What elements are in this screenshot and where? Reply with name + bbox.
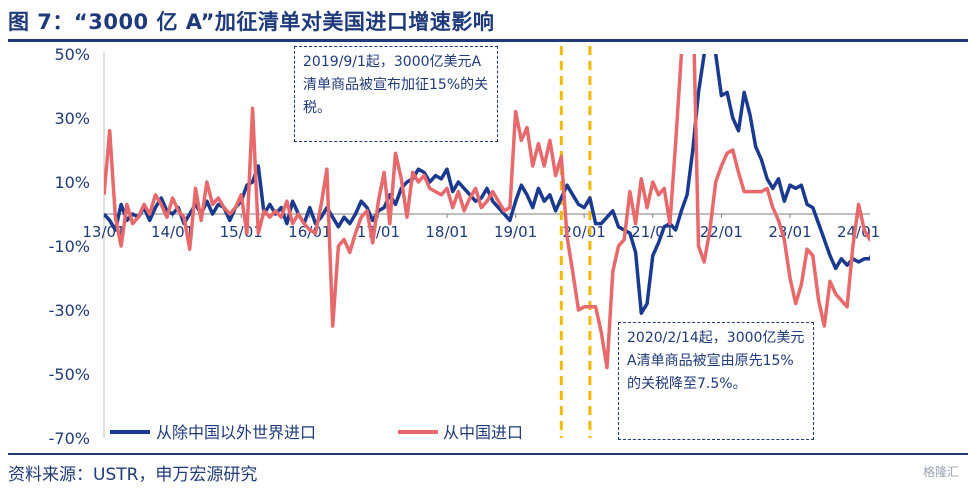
annotation-text-2020: 2020/2/14起，3000亿美元A清单商品被宣由原先15%的关税降至7.5%… (627, 330, 805, 392)
series-group (104, 54, 870, 370)
title-divider (8, 39, 968, 42)
y-tick-label: -50% (49, 365, 90, 384)
chart-title: 图 7：“3000 亿 A”加征清单对美国进口增速影响 (8, 10, 495, 34)
series-line-1 (104, 54, 870, 315)
y-axis-ticks: 50% 30% 10% -10% -30% -50% -70% (49, 45, 90, 448)
x-tick-label: 20/01 (563, 223, 606, 241)
x-tick-label: 18/01 (425, 223, 468, 241)
y-tick-label: 30% (54, 109, 90, 128)
y-tick-label: 10% (54, 173, 90, 192)
annotation-text-2019: 2019/9/1起，3000亿美元A清单商品被宣布加征15%的关税。 (303, 54, 489, 116)
watermark-text: 格隆汇 (922, 465, 959, 479)
source-note: 资料来源：USTR，申万宏源研究 (8, 465, 258, 485)
y-tick-label: -30% (49, 301, 90, 320)
x-tick-label: 23/01 (768, 223, 811, 241)
series-line-2 (104, 54, 870, 370)
y-tick-label: 50% (54, 45, 90, 64)
x-tick-label: 17/01 (357, 223, 400, 241)
x-tick-label: 19/01 (494, 223, 537, 241)
footer-divider (8, 453, 968, 455)
legend: 从除中国以外世界进口 从中国进口 (110, 423, 523, 442)
annotation-box-2019: 2019/9/1起，3000亿美元A清单商品被宣布加征15%的关税。 (294, 46, 498, 142)
y-tick-label: -10% (49, 237, 90, 256)
line-chart: 50%30%10%-10%-30%-50%-70% 13/01 14/01 15/0… (49, 45, 881, 448)
x-tick-label: 22/01 (700, 223, 743, 241)
legend-label-series-2: 从中国进口 (443, 423, 523, 442)
x-tick-label: 15/01 (220, 223, 263, 241)
y-tick-label: -70% (49, 429, 90, 448)
legend-label-series-1: 从除中国以外世界进口 (156, 423, 316, 442)
annotation-box-2020: 2020/2/14起，3000亿美元A清单商品被宣由原先15%的关税降至7.5%… (618, 322, 814, 440)
event-lines (559, 46, 592, 438)
x-tick-label: 24/01 (837, 223, 880, 241)
x-tick-label: 14/01 (151, 223, 194, 241)
